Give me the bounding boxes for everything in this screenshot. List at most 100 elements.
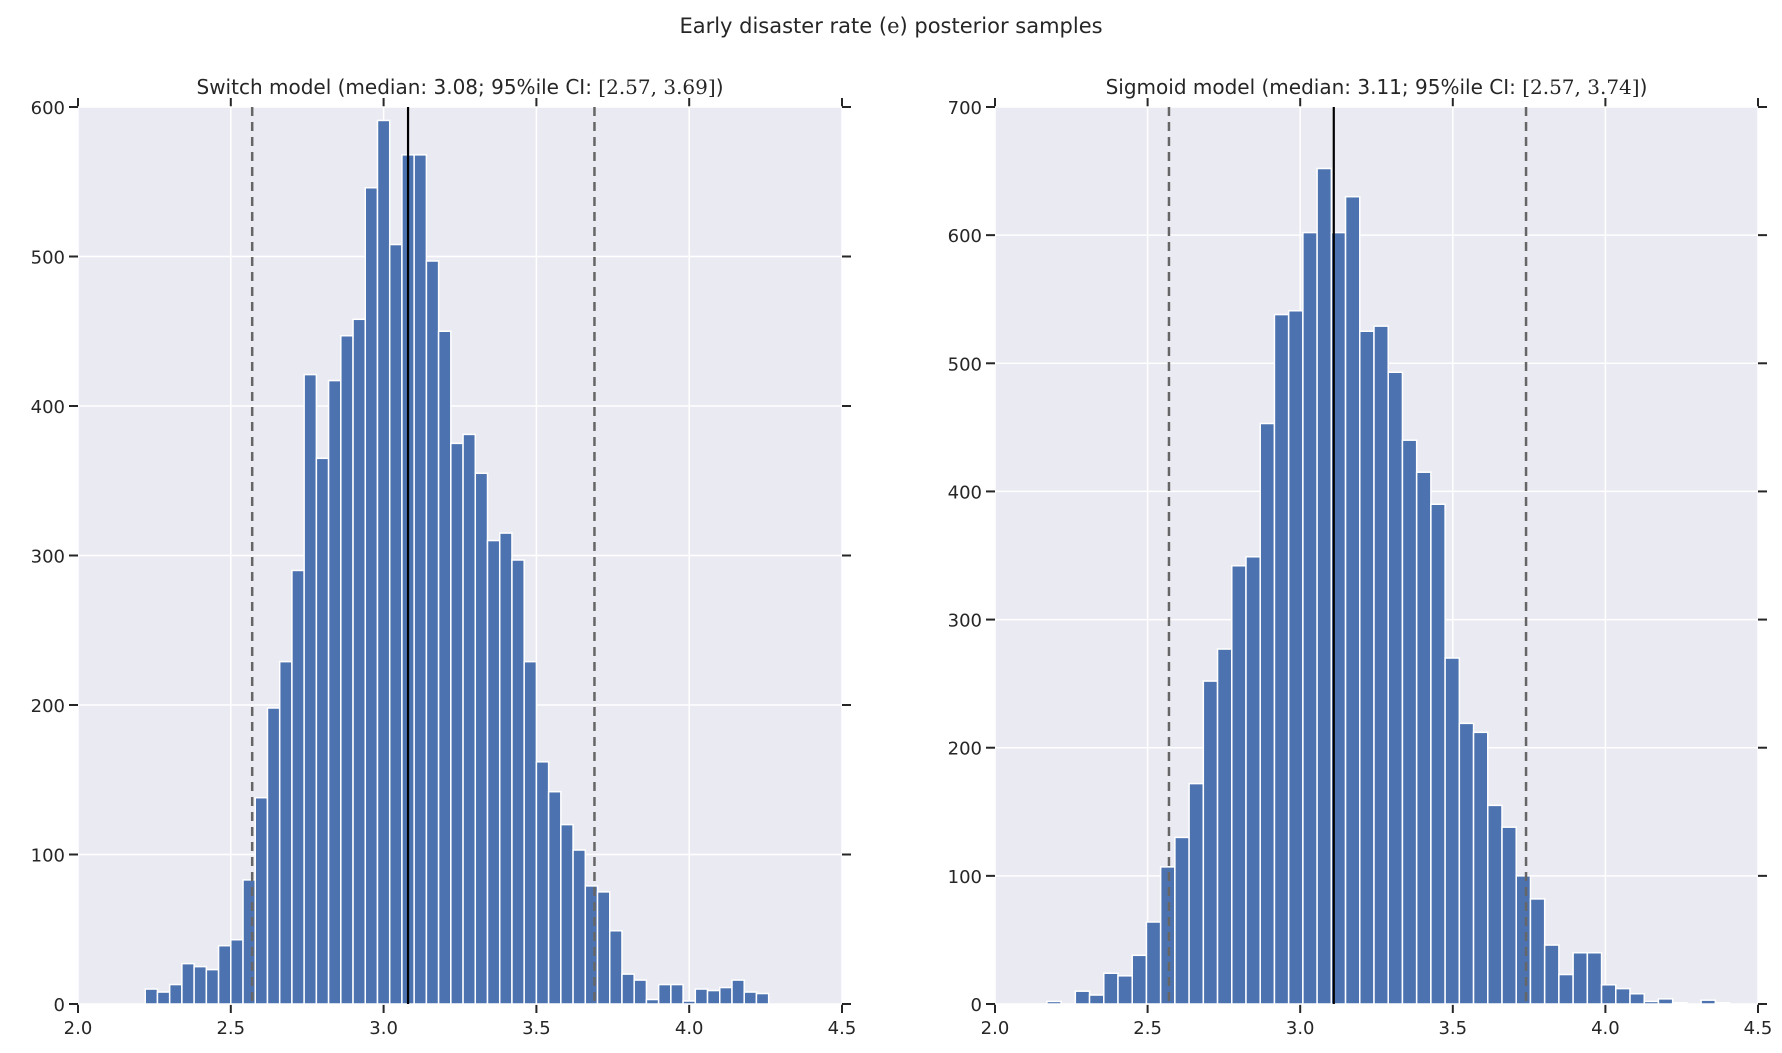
histogram-bar xyxy=(1714,1001,1731,1005)
x-tick-label: 2.0 xyxy=(981,1018,1010,1039)
suptitle-suffix: ) posterior samples xyxy=(900,14,1103,38)
figure-suptitle: Early disaster rate (e) posterior sample… xyxy=(679,14,1102,38)
histogram-bar xyxy=(1615,987,1631,1005)
histogram-bar xyxy=(1245,556,1261,1005)
histogram-bar xyxy=(1302,231,1318,1005)
y-tick-label: 300 xyxy=(31,547,65,568)
histogram-bar xyxy=(291,569,305,1005)
histogram-bar xyxy=(1231,565,1247,1005)
y-tick-label: 300 xyxy=(948,611,982,632)
histogram-bar xyxy=(1287,309,1304,1005)
histogram-bar xyxy=(719,986,733,1005)
histogram-bar xyxy=(1472,731,1489,1005)
histogram-bar xyxy=(1359,330,1375,1005)
histogram-bar xyxy=(498,532,513,1005)
histogram-bar xyxy=(1458,722,1475,1005)
histogram-bar xyxy=(731,979,745,1005)
histogram-bar xyxy=(278,660,293,1005)
histogram-bar xyxy=(315,457,330,1005)
y-tick-label: 700 xyxy=(948,98,982,119)
histogram-bar xyxy=(547,790,562,1005)
sigmoid-model-axes: 2.0 2.5 3.0 3.5 4.0 4.5 0 100 200 300 400 500 600 700… xyxy=(948,75,1773,1039)
histogram-bar xyxy=(1117,975,1133,1005)
histogram-bar xyxy=(1643,1000,1660,1005)
histogram-bar xyxy=(743,991,758,1005)
histogram-bar xyxy=(1657,998,1674,1005)
x-tick-label: 4.5 xyxy=(828,1018,857,1039)
y-tick-label: 0 xyxy=(971,995,982,1016)
histogram-bar xyxy=(486,539,501,1005)
histogram-bar xyxy=(657,983,672,1005)
title-suffix: ) xyxy=(1640,75,1648,99)
x-tick-label: 3.0 xyxy=(1286,1018,1315,1039)
histogram-bar xyxy=(462,433,477,1005)
histogram-bar xyxy=(1600,984,1617,1005)
title-ci-math: [2.57, 3.74] xyxy=(1522,75,1639,99)
x-tick-label: 2.5 xyxy=(1133,1018,1162,1039)
histogram-bar xyxy=(1444,657,1461,1005)
histogram-bar xyxy=(1501,826,1517,1005)
histogram-bar xyxy=(1046,1000,1062,1005)
histogram-bar xyxy=(572,849,587,1005)
histogram-bar xyxy=(205,968,220,1005)
axes-title: Sigmoid model (median: 3.11; 95%ile CI: … xyxy=(1106,75,1648,99)
histogram-bar xyxy=(1216,648,1233,1005)
histogram-bar xyxy=(352,318,367,1005)
histogram-bar xyxy=(523,660,538,1005)
y-tick-label: 600 xyxy=(948,226,982,247)
histogram-bar xyxy=(1174,836,1190,1005)
histogram-bar xyxy=(1074,990,1091,1005)
title-text: Sigmoid model (median: 3.11; 95%ile CI: xyxy=(1106,75,1523,99)
histogram-bar xyxy=(1700,999,1717,1005)
y-tick-label: 400 xyxy=(31,397,65,418)
histogram-bar xyxy=(670,983,684,1005)
x-tick-label: 4.5 xyxy=(1744,1018,1773,1039)
histogram-bar xyxy=(144,988,159,1005)
histogram-bar xyxy=(621,973,635,1005)
histogram-bar xyxy=(193,965,208,1005)
histogram-bar xyxy=(1415,471,1432,1005)
histogram-bar xyxy=(1629,992,1645,1005)
x-tick-label: 2.5 xyxy=(216,1018,245,1039)
histogram-bar xyxy=(1586,951,1603,1005)
title-ci-math: [2.57, 3.69] xyxy=(598,75,715,99)
histogram-bar xyxy=(694,988,709,1005)
histogram-bar xyxy=(1103,972,1119,1005)
histogram-bar xyxy=(633,979,648,1005)
histogram-bar xyxy=(1373,325,1389,1005)
histogram-bar xyxy=(596,891,611,1005)
histogram-bar xyxy=(303,373,318,1005)
histogram-bar xyxy=(266,707,281,1005)
y-tick-label: 500 xyxy=(31,248,65,269)
histogram-bar xyxy=(413,154,428,1005)
histogram-bar xyxy=(1273,313,1290,1005)
histogram-bar xyxy=(1131,954,1148,1005)
x-tick-label: 3.5 xyxy=(1438,1018,1467,1039)
histogram-bar xyxy=(156,991,171,1005)
histogram-bar xyxy=(1543,944,1560,1005)
histogram-bar xyxy=(511,559,525,1005)
histogram-bar xyxy=(608,929,623,1005)
histogram-bar xyxy=(1515,875,1532,1005)
suptitle-math: e xyxy=(887,14,899,38)
y-tick-label: 100 xyxy=(31,846,65,867)
histogram-bar xyxy=(1558,973,1574,1005)
histogram-bar xyxy=(1316,167,1333,1005)
histogram-bar xyxy=(254,796,269,1005)
histogram-bar xyxy=(645,998,660,1005)
histogram-bar xyxy=(1572,951,1589,1005)
histogram-bar xyxy=(450,442,464,1005)
histogram-bar xyxy=(1529,898,1546,1005)
histogram-bar xyxy=(682,1000,697,1005)
histogram-bar xyxy=(376,119,391,1005)
title-suffix: ) xyxy=(716,75,724,99)
histogram-bar xyxy=(1401,439,1418,1005)
histogram-bar xyxy=(230,938,244,1005)
histogram-bar xyxy=(1188,782,1205,1005)
histogram-bar xyxy=(1088,994,1105,1005)
y-tick-label: 200 xyxy=(31,696,65,717)
y-tick-label: 100 xyxy=(948,867,982,888)
histogram-bar xyxy=(364,186,379,1005)
histogram-bar xyxy=(535,761,550,1005)
